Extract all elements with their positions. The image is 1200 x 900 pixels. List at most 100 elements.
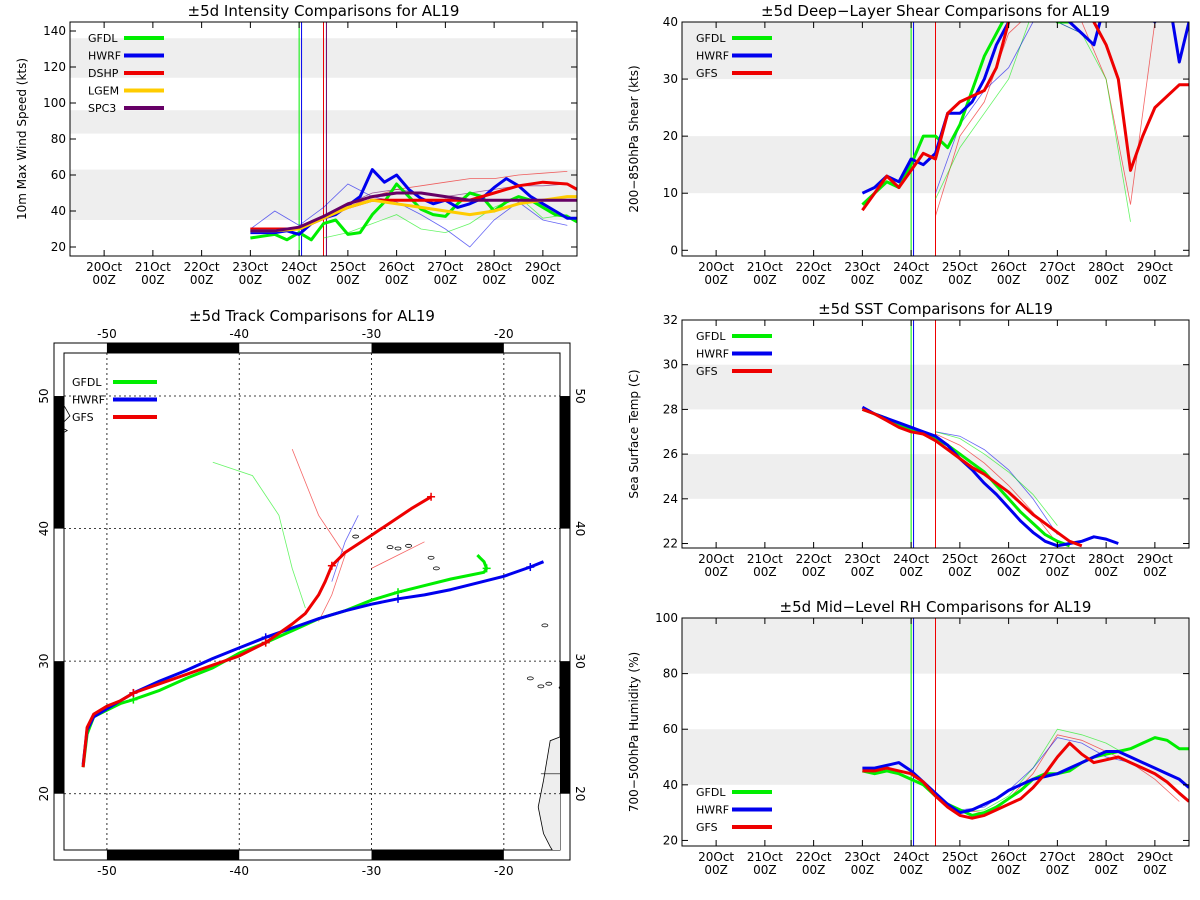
legend-label: HWRF bbox=[696, 348, 729, 361]
map-outer-frame bbox=[53, 342, 571, 861]
x-tick-label: 26Oct bbox=[991, 552, 1027, 566]
x-tick-label: 21Oct bbox=[747, 552, 783, 566]
y-tick-label: 20 bbox=[663, 833, 678, 847]
x-tick-label: 28Oct bbox=[1088, 850, 1124, 864]
x-tick-label: 00Z bbox=[239, 273, 263, 287]
x-tick-label: 25Oct bbox=[942, 552, 978, 566]
x-tick-label: 00Z bbox=[704, 565, 728, 579]
legend-label: GFS bbox=[696, 67, 718, 80]
map-border-segment bbox=[54, 396, 64, 529]
x-tick-label: 00Z bbox=[851, 565, 875, 579]
y-tick-label: 28 bbox=[663, 402, 678, 416]
x-tick-label: 00Z bbox=[531, 273, 555, 287]
x-tick-label: 24Oct bbox=[893, 850, 929, 864]
x-tick-label: 28Oct bbox=[1088, 552, 1124, 566]
chart-title: ±5d Track Comparisons for AL19 bbox=[189, 307, 435, 325]
x-tick-label: 00Z bbox=[287, 273, 311, 287]
y-tick-label: 24 bbox=[663, 492, 678, 506]
latitude-label: 30 bbox=[573, 654, 587, 669]
x-tick-label: 22Oct bbox=[796, 850, 832, 864]
island bbox=[386, 545, 394, 550]
x-tick-label: 00Z bbox=[1143, 273, 1167, 287]
map-border-segment bbox=[560, 396, 570, 529]
legend-label: GFDL bbox=[72, 376, 102, 389]
latitude-label: 30 bbox=[37, 654, 51, 669]
island bbox=[526, 676, 534, 681]
x-tick-label: 24Oct bbox=[281, 260, 317, 274]
y-tick-label: 100 bbox=[655, 611, 678, 625]
x-tick-label: 00Z bbox=[802, 273, 826, 287]
x-tick-label: 00Z bbox=[1046, 863, 1070, 877]
x-tick-label: 00Z bbox=[899, 863, 923, 877]
x-tick-label: 00Z bbox=[948, 863, 972, 877]
latitude-label: 40 bbox=[573, 521, 587, 536]
shear-chart: 01020304020Oct00Z21Oct00Z22Oct00Z23Oct00… bbox=[627, 2, 1190, 287]
x-tick-label: 23Oct bbox=[844, 552, 880, 566]
x-tick-label: 25Oct bbox=[942, 850, 978, 864]
x-tick-label: 24Oct bbox=[893, 260, 929, 274]
x-tick-label: 22Oct bbox=[184, 260, 220, 274]
x-tick-label: 00Z bbox=[948, 273, 972, 287]
x-tick-label: 00Z bbox=[704, 863, 728, 877]
chart-title: ±5d Mid−Level RH Comparisons for AL19 bbox=[780, 598, 1092, 616]
map-border-segment bbox=[371, 850, 504, 860]
legend-label: GFS bbox=[696, 365, 718, 378]
plot-area bbox=[861, 320, 1119, 548]
y-tick-label: 40 bbox=[663, 15, 678, 29]
x-tick-label: 00Z bbox=[1094, 273, 1118, 287]
chart-title: ±5d Deep−Layer Shear Comparisons for AL1… bbox=[761, 2, 1110, 20]
x-tick-label: 20Oct bbox=[698, 552, 734, 566]
x-tick-label: 25Oct bbox=[942, 260, 978, 274]
track-plot-area bbox=[81, 448, 545, 768]
legend-label: SPC3 bbox=[88, 102, 116, 115]
latitude-label: 20 bbox=[37, 786, 51, 801]
y-tick-label: 40 bbox=[51, 204, 66, 218]
x-tick-label: 22Oct bbox=[796, 260, 832, 274]
longitude-label: -50 bbox=[97, 327, 117, 341]
island bbox=[427, 555, 435, 560]
x-tick-label: 27Oct bbox=[1039, 552, 1075, 566]
y-axis-label: 10m Max Wind Speed (kts) bbox=[15, 58, 29, 220]
y-tick-label: 20 bbox=[51, 240, 66, 254]
latitude-label: 50 bbox=[573, 388, 587, 403]
thin-track-hwrf bbox=[331, 515, 359, 582]
x-tick-label: 29Oct bbox=[1137, 552, 1173, 566]
y-axis-label: 700−500hPa Humidity (%) bbox=[627, 652, 641, 812]
y-axis-label: Sea Surface Temp (C) bbox=[627, 369, 641, 498]
longitude-label: -40 bbox=[229, 864, 249, 878]
x-tick-label: 26Oct bbox=[991, 850, 1027, 864]
x-tick-label: 00Z bbox=[997, 565, 1021, 579]
series-line-gfdl bbox=[861, 407, 1071, 548]
map-border-segment bbox=[54, 661, 64, 794]
x-tick-label: 00Z bbox=[92, 273, 116, 287]
x-tick-label: 20Oct bbox=[86, 260, 122, 274]
plot-frame bbox=[681, 617, 1190, 847]
x-tick-label: 00Z bbox=[482, 273, 506, 287]
latitude-label: 20 bbox=[573, 786, 587, 801]
x-tick-label: 00Z bbox=[851, 273, 875, 287]
x-tick-label: 29Oct bbox=[1137, 260, 1173, 274]
series-line-gfdl bbox=[862, 736, 1189, 817]
plot-area bbox=[862, 618, 1189, 846]
legend-label: HWRF bbox=[88, 50, 121, 63]
x-tick-label: 23Oct bbox=[844, 260, 880, 274]
island bbox=[405, 543, 412, 548]
x-tick-label: 29Oct bbox=[1137, 850, 1173, 864]
x-tick-label: 00Z bbox=[1143, 565, 1167, 579]
x-tick-label: 00Z bbox=[899, 565, 923, 579]
y-tick-label: 80 bbox=[663, 667, 678, 681]
series-line-gfs bbox=[861, 22, 1189, 212]
series-line-gfs bbox=[861, 407, 1083, 548]
plot-frame bbox=[681, 21, 1190, 257]
x-tick-label: 26Oct bbox=[379, 260, 415, 274]
island bbox=[541, 623, 549, 628]
thin-line-hwrf bbox=[935, 431, 1058, 535]
chart-title: ±5d Intensity Comparisons for AL19 bbox=[188, 2, 460, 20]
plot-area bbox=[861, 22, 1189, 256]
thin-track-gfdl bbox=[212, 461, 306, 609]
island bbox=[558, 686, 560, 690]
x-tick-label: 00Z bbox=[1094, 863, 1118, 877]
latitude-label: 50 bbox=[37, 388, 51, 403]
latitude-label: 40 bbox=[37, 521, 51, 536]
island bbox=[352, 534, 360, 539]
